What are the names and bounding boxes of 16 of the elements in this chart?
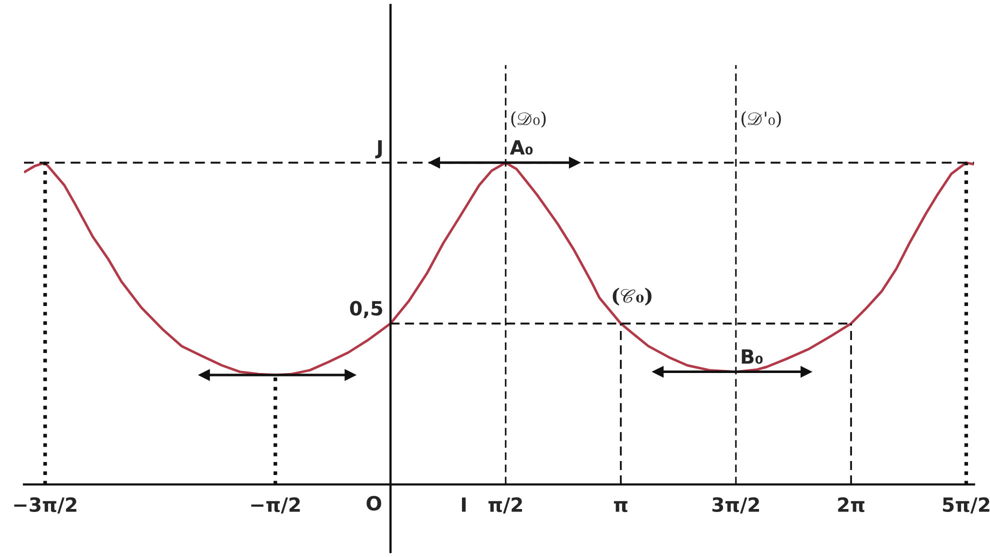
annotation: A₀ [510, 140, 533, 155]
annotation: B₀ [742, 349, 763, 364]
x-tick-label: 2π [838, 497, 864, 512]
text: O [366, 496, 382, 511]
annotation: J [375, 140, 382, 158]
x-tick-label: −π/2 [251, 497, 300, 514]
x-tick-label: 3π/2 [712, 497, 759, 514]
ref-line-label: (𝒟'₀) [742, 111, 781, 128]
annotation: (𝒞₀) [612, 288, 652, 306]
x-tick-label: 5π/2 [942, 497, 990, 514]
x-tick-label: π/2 [488, 497, 522, 514]
ref-line-label: (𝒟₀) [511, 111, 546, 128]
x-tick-label: I [462, 498, 466, 512]
x-tick-label: −3π/2 [14, 497, 76, 514]
x-tick-label: π [614, 501, 628, 512]
annotation: 0,5 [350, 300, 382, 318]
